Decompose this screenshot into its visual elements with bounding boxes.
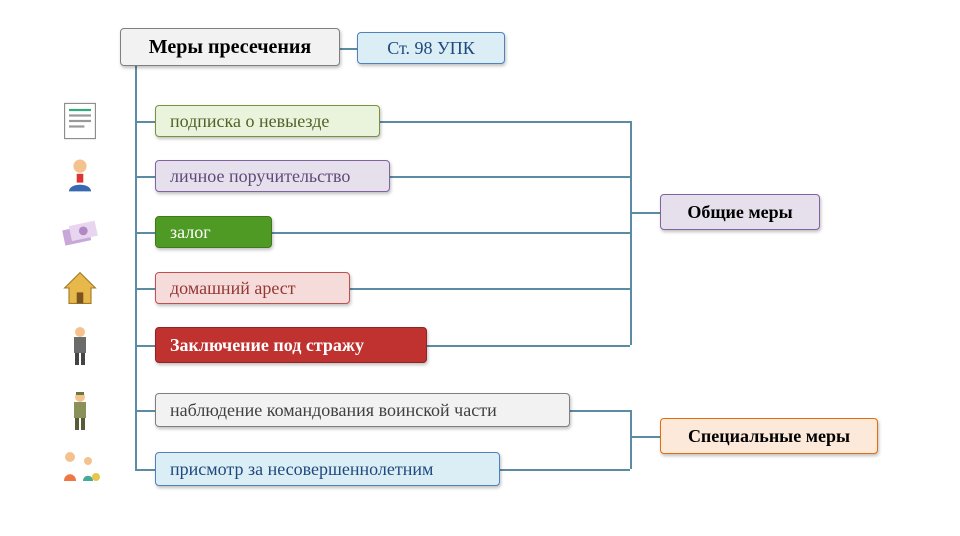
- soldier-icon: [58, 388, 102, 432]
- measure-item-5: Заключение под стражу: [155, 327, 427, 363]
- group-general-text: Общие меры: [687, 202, 792, 223]
- measure-item-1-text: подписка о невыезде: [170, 111, 329, 132]
- law-reference: Ст. 98 УПК: [357, 32, 505, 64]
- measure-item-5-text: Заключение под стражу: [170, 335, 364, 356]
- house-icon: [58, 266, 102, 310]
- group-special-text: Специальные меры: [688, 426, 850, 447]
- measure-item-6: наблюдение командования воинской части: [155, 393, 570, 427]
- measure-item-7-text: присмотр за несовершеннолетним: [170, 459, 433, 480]
- measure-item-2-text: личное поручительство: [170, 166, 350, 187]
- family-icon: [58, 447, 102, 491]
- measure-item-2: личное поручительство: [155, 160, 390, 192]
- group-special: Специальные меры: [660, 418, 878, 454]
- root-title: Меры пресечения: [120, 28, 340, 66]
- document-icon: [58, 99, 102, 143]
- person-surety-icon: [58, 154, 102, 198]
- guard-icon: [58, 323, 102, 367]
- measure-item-4-text: домашний арест: [170, 278, 296, 299]
- law-reference-text: Ст. 98 УПК: [387, 38, 475, 59]
- root-title-text: Меры пресечения: [149, 36, 312, 59]
- measure-item-7: присмотр за несовершеннолетним: [155, 452, 500, 486]
- measure-item-3: залог: [155, 216, 272, 248]
- measure-item-1: подписка о невыезде: [155, 105, 380, 137]
- measure-item-6-text: наблюдение командования воинской части: [170, 400, 497, 421]
- measure-item-4: домашний арест: [155, 272, 350, 304]
- measure-item-3-text: залог: [170, 222, 211, 243]
- group-general: Общие меры: [660, 194, 820, 230]
- money-icon: [58, 210, 102, 254]
